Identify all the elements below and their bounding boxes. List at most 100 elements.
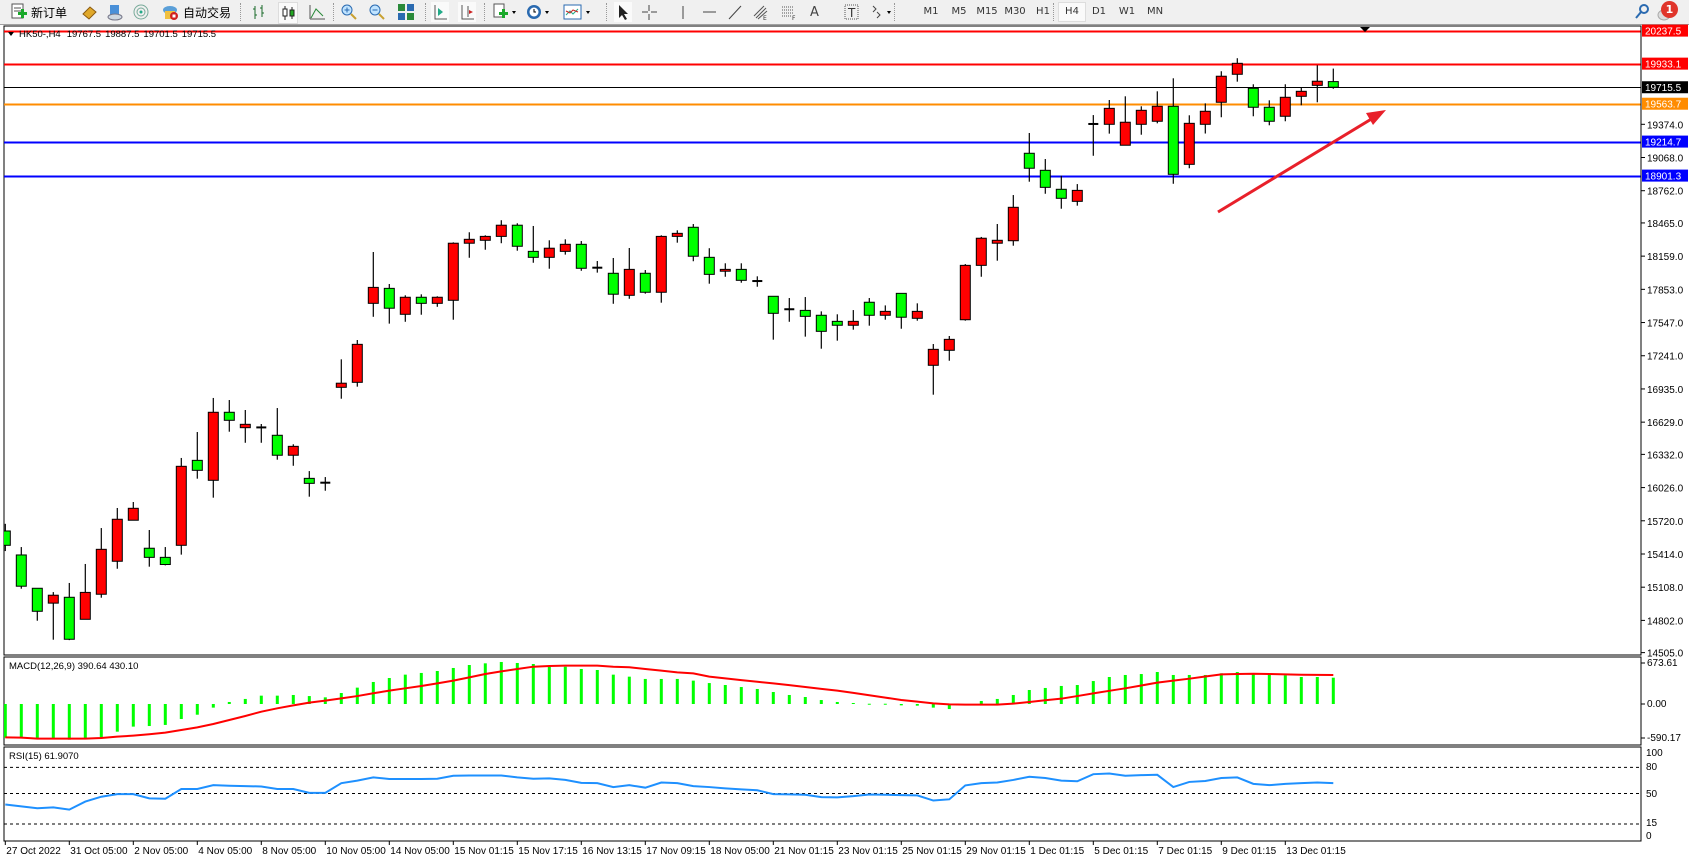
candle[interactable] [559,239,571,255]
candle[interactable] [863,298,875,326]
candle[interactable] [784,298,795,322]
candle[interactable] [1023,132,1035,182]
candle[interactable] [0,523,11,552]
candle[interactable] [479,235,491,250]
candle[interactable] [431,296,443,307]
candle[interactable] [79,563,91,620]
cursor-button[interactable] [614,2,632,22]
candle[interactable] [1055,175,1067,209]
candle[interactable] [463,232,475,258]
candle[interactable] [127,502,139,521]
candle[interactable] [655,235,667,303]
candle[interactable] [1119,96,1131,146]
line-chart-button[interactable] [308,2,326,22]
candle[interactable] [1088,115,1099,156]
chart-shift-button[interactable] [458,2,476,22]
candle[interactable] [1311,65,1323,103]
candle[interactable] [31,587,43,621]
new-order-button[interactable]: 新订单 [10,2,67,22]
candle[interactable] [991,224,1003,261]
candle[interactable] [351,340,363,387]
candle[interactable] [511,223,523,251]
candlestick-button[interactable] [278,2,298,24]
arrows-button[interactable] [868,2,896,22]
timeframe-m30-button[interactable]: M30 [1004,6,1026,17]
periods-button[interactable] [525,2,551,22]
trend-arrow[interactable] [1217,110,1386,214]
candle[interactable] [752,276,763,287]
bar-chart-button[interactable] [250,2,268,22]
tile-windows-button[interactable] [397,2,415,22]
candle[interactable] [239,409,251,443]
candle[interactable] [287,444,299,466]
timeframe-m15-button[interactable]: M15 [976,6,998,17]
candle[interactable] [735,263,747,283]
market-watch-button[interactable] [106,2,124,22]
candle[interactable] [1231,58,1243,82]
candle[interactable] [207,397,219,498]
candle[interactable] [1247,84,1259,117]
candle[interactable] [895,292,907,329]
candle[interactable] [1135,106,1147,135]
candle[interactable] [1263,100,1275,126]
candle[interactable] [1151,91,1163,124]
candle[interactable] [367,252,379,317]
candle[interactable] [1327,68,1339,89]
candle[interactable] [63,582,75,641]
candle[interactable] [383,284,395,324]
candle[interactable] [527,225,539,263]
auto-trading-button[interactable]: 自动交易 [161,2,231,22]
templates-button[interactable] [563,2,593,22]
candle[interactable] [191,432,203,479]
zoom-in-button[interactable] [340,2,358,22]
collapse-triangle-icon[interactable] [8,32,14,36]
candle[interactable] [1199,103,1211,134]
chart-shift-marker-icon[interactable] [1360,27,1370,32]
timeframe-w1-button[interactable]: W1 [1118,6,1136,17]
search-button[interactable] [1634,2,1650,22]
new-chart-button[interactable] [492,2,518,22]
candle[interactable] [1295,87,1307,106]
candle[interactable] [959,264,971,321]
candle[interactable] [767,295,779,340]
candle[interactable] [95,528,107,598]
timeframe-m1-button[interactable]: M1 [923,6,939,17]
candle[interactable] [335,359,347,399]
vertical-line-button[interactable] [674,2,692,22]
candle[interactable] [911,303,923,321]
candle[interactable] [623,247,635,299]
fibonacci-button[interactable]: F [780,2,798,22]
gold-button[interactable] [80,2,98,22]
candle[interactable] [1007,195,1019,246]
candle[interactable] [159,547,171,566]
candle[interactable] [111,507,123,569]
candle[interactable] [671,230,683,243]
horizontal-line-button[interactable] [700,2,718,22]
fibonacci-channel-button[interactable]: E [752,2,770,22]
candle[interactable] [143,530,155,567]
candle[interactable] [399,295,411,322]
trendline-button[interactable] [726,2,744,22]
candle[interactable] [320,477,331,491]
candle[interactable] [815,311,827,349]
candle[interactable] [495,220,507,244]
candle[interactable] [847,310,859,330]
timeframe-h1-button[interactable]: H1 [1036,6,1050,17]
candle[interactable] [543,240,555,269]
candle[interactable] [927,344,939,395]
candle[interactable] [1183,115,1195,169]
candle[interactable] [687,224,699,262]
candle[interactable] [175,457,187,555]
candle[interactable] [943,335,955,361]
signals-button[interactable] [132,2,150,22]
candle[interactable] [879,305,891,320]
crosshair-button[interactable] [640,2,658,22]
arrow-line[interactable] [1217,113,1379,214]
candle[interactable] [303,471,315,497]
candle[interactable] [1167,78,1179,184]
candle[interactable] [47,592,59,640]
candle[interactable] [1071,184,1083,206]
candle[interactable] [256,423,267,443]
candle[interactable] [1279,84,1291,122]
timeframe-mn-button[interactable]: MN [1146,6,1164,17]
